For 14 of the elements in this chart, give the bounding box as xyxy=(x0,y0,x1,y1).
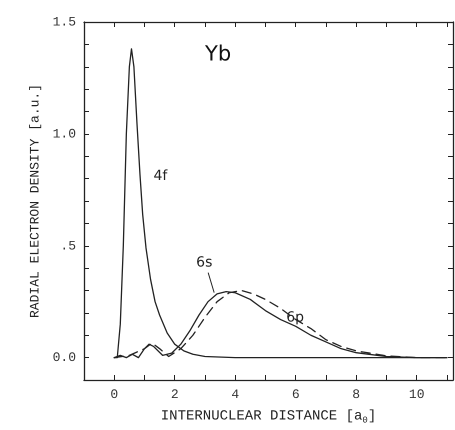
series-label: 4f xyxy=(153,168,168,184)
x-tick-label: 2 xyxy=(170,387,179,402)
x-tick-label: 4 xyxy=(231,387,240,402)
y-tick-label: 1.5 xyxy=(52,14,76,30)
text: Yb xyxy=(204,42,232,66)
y-tick-label: 0.0 xyxy=(52,350,76,366)
x-tick-label: 10 xyxy=(408,387,425,402)
y-tick-label: .5 xyxy=(60,238,76,254)
series-label: 6s xyxy=(196,254,212,271)
y-tick-label: 1.0 xyxy=(52,126,76,142)
y-axis-title: RADIAL ELECTRON DENSITY [a.u.] xyxy=(28,84,43,318)
x-tick-label: 8 xyxy=(352,387,360,402)
x-tick-label: 0 xyxy=(110,387,118,402)
x-tick-label: 6 xyxy=(292,387,300,402)
